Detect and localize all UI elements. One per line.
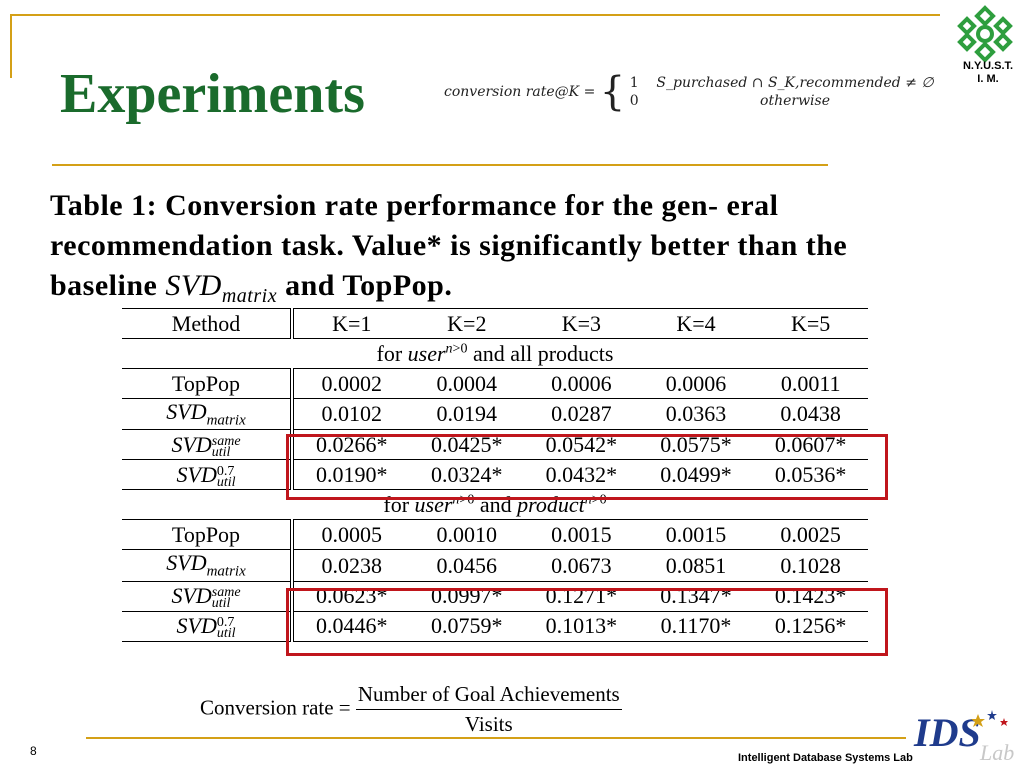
caption-svd-sub: matrix [221, 285, 278, 307]
value-cell: 0.0002 [292, 368, 410, 399]
method-cell: SVDsame util [122, 580, 294, 612]
value-cell: 0.0004 [409, 368, 525, 399]
method-cell: TopPop [122, 368, 294, 399]
value-cell: 0.0287 [524, 397, 639, 430]
case1-condition: S_purchased ∩ S_K,recommended ≠ ∅ [656, 75, 934, 91]
value-cell: 0.0851 [638, 549, 754, 582]
highlight-box-section1 [286, 434, 888, 500]
section1-label: for usern>0 and all products [122, 338, 868, 369]
value-cell: 0.0015 [524, 519, 639, 550]
caption-text-2: and TopPop. [277, 269, 453, 302]
value-cell: 0.0456 [409, 549, 525, 582]
col-header-k2: K=2 [409, 308, 525, 339]
table-row: TopPop 0.0005 0.0010 0.0015 0.0015 0.002… [122, 519, 868, 550]
value-cell: 0.0759* [409, 610, 525, 642]
nyust-logo [950, 4, 1020, 80]
value-cell: 0.0499* [638, 459, 754, 490]
caption-svd: SVD [165, 269, 222, 302]
formula-fraction: Number of Goal Achievements Visits [355, 682, 622, 737]
col-header-k1: K=1 [292, 308, 410, 339]
svg-text:IDS: IDS [913, 710, 981, 755]
method-cell: SVDmatrix [122, 549, 294, 582]
left-rule [10, 14, 12, 78]
value-cell: 0.0005 [292, 519, 410, 550]
formula-lhs: conversion rate@K = [444, 84, 596, 100]
col-header-k4: K=4 [638, 308, 754, 339]
value-cell: 0.0011 [753, 368, 868, 399]
value-cell: 0.0015 [638, 519, 754, 550]
value-cell: 0.0190* [292, 459, 410, 490]
table-row: SVDmatrix 0.0238 0.0456 0.0673 0.0851 0.… [122, 549, 868, 582]
case2-condition: otherwise [760, 93, 830, 109]
method-cell: SVD0.7 util [122, 610, 294, 642]
slide-title: Experiments [60, 63, 365, 125]
col-header-k3: K=3 [524, 308, 639, 339]
value-cell: 0.0997* [409, 580, 525, 612]
table-row: TopPop 0.0002 0.0004 0.0006 0.0006 0.001… [122, 368, 868, 399]
section2-label: for usern>0 and productn>0 [122, 489, 868, 520]
table-row: SVDmatrix 0.0102 0.0194 0.0287 0.0363 0.… [122, 397, 868, 430]
table-header-row: Method K=1 K=2 K=3 K=4 K=5 [122, 308, 868, 339]
value-cell: 0.1347* [638, 580, 754, 612]
formula-denominator: Visits [464, 712, 513, 736]
col-header-k5: K=5 [753, 308, 868, 339]
svg-text:Lab: Lab [979, 740, 1014, 765]
col-header-method: Method [122, 308, 294, 339]
ids-logo-icon: IDS Lab [913, 710, 1014, 765]
case2-value: 0 [629, 93, 639, 109]
nyust-logo-icon [957, 5, 1013, 63]
value-cell: 0.0623* [292, 580, 410, 612]
value-cell: 0.0673 [524, 549, 639, 582]
institution-name: N.Y.U.S.T. [962, 60, 1014, 72]
value-cell: 0.1256* [753, 610, 868, 642]
value-cell: 0.1170* [638, 610, 754, 642]
conversion-rate-formula: Conversion rate = Number of Goal Achieve… [200, 682, 622, 737]
value-cell: 0.0238 [292, 549, 410, 582]
ids-lab-logo: IDS Lab [908, 708, 1020, 766]
footer-rule [86, 737, 906, 739]
method-cell: SVD0.7 util [122, 459, 294, 490]
value-cell: 0.0432* [524, 459, 639, 490]
value-cell: 0.0194 [409, 397, 525, 430]
logo-caption: N.Y.U.S.T. I. M. [950, 60, 1024, 86]
method-cell: TopPop [122, 519, 294, 550]
highlight-box-section2 [286, 588, 888, 656]
formula-lhs-text: Conversion rate = [200, 695, 351, 720]
title-underline [52, 164, 828, 166]
conversion-rate-definition: conversion rate@K = { 1 0 S_purchased ∩ … [444, 72, 934, 112]
formula-numerator: Number of Goal Achievements [355, 682, 622, 710]
method-cell: SVDmatrix [122, 397, 294, 430]
value-cell: 0.0102 [292, 397, 410, 430]
table-row: SVD0.7 util 0.0446* 0.0759* 0.1013* 0.117… [122, 610, 868, 642]
table-row: SVD0.7 util 0.0190* 0.0324* 0.0432* 0.049… [122, 459, 868, 490]
value-cell: 0.0446* [292, 610, 410, 642]
department-name: I. M. [977, 73, 999, 85]
section-header-row: for usern>0 and productn>0 [122, 489, 868, 520]
value-cell: 0.1028 [753, 549, 868, 582]
case1-value: 1 [629, 75, 639, 91]
value-cell: 0.1013* [524, 610, 639, 642]
value-cell: 0.0025 [753, 519, 868, 550]
table-row: SVDsame util 0.0623* 0.0997* 0.1271* 0.13… [122, 580, 868, 612]
table-caption: Table 1: Conversion rate performance for… [50, 186, 960, 316]
value-cell: 0.1423* [753, 580, 868, 612]
value-cell: 0.0006 [638, 368, 754, 399]
value-cell: 0.0536* [753, 459, 868, 490]
caption-text-1: Table 1: Conversion rate performance for… [50, 189, 848, 302]
value-cell: 0.1271* [524, 580, 639, 612]
page-number: 8 [30, 744, 37, 758]
value-cell: 0.0010 [409, 519, 525, 550]
footer-lab-name: Intelligent Database Systems Lab [738, 752, 913, 764]
section-header-row: for usern>0 and all products [122, 338, 868, 369]
formula-brace: { [599, 69, 626, 115]
top-rule [10, 14, 940, 16]
method-cell: SVDsame util [122, 429, 294, 460]
value-cell: 0.0006 [524, 368, 639, 399]
value-cell: 0.0438 [753, 397, 868, 430]
value-cell: 0.0324* [409, 459, 525, 490]
value-cell: 0.0363 [638, 397, 754, 430]
